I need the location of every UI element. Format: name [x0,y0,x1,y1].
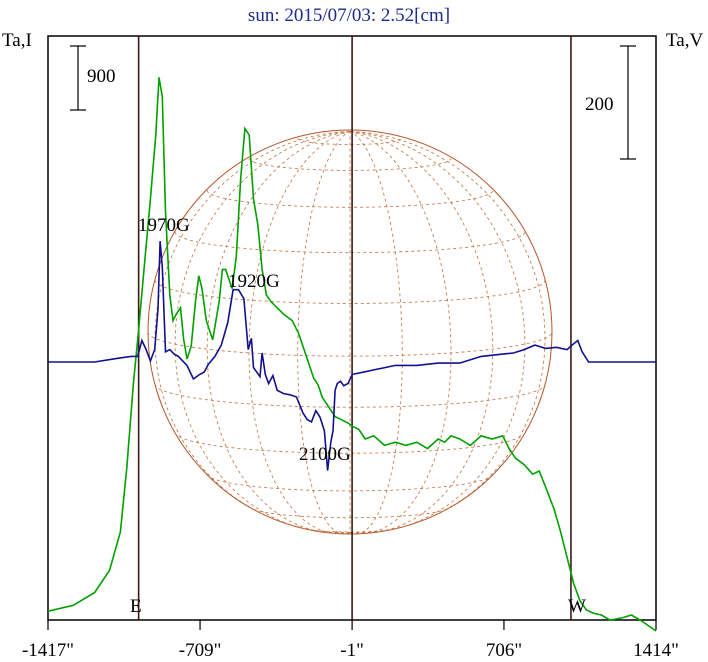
parallel-line [174,432,526,454]
parallel-line [206,473,494,492]
meridian-line [349,131,452,535]
annotation-1920g: 1920G [228,271,280,292]
meridian-line [349,131,526,534]
series-line-polarization [48,241,656,471]
x-tick-label: -709" [179,640,222,661]
scale-bar-label: 200 [585,94,614,115]
parallel-line [154,383,546,408]
scale-bar-intensity: 900 [70,45,116,111]
parallel-line [147,331,553,357]
chart-title: sun: 2015/07/03: 2.52[cm] [248,5,450,26]
parallel-line [248,158,452,171]
vertical-markers [137,36,572,620]
parallel-line [154,280,546,304]
x-tick-label: 1414" [633,640,679,661]
parallel-line [297,525,403,533]
x-tick-label: -1" [340,640,364,661]
limb-label-east: E [130,596,142,617]
x-tick-label: -1417" [22,640,74,661]
meridian-line [349,131,494,534]
scale-bar-polarization: 200 [585,45,636,160]
meridian-line [248,131,351,535]
x-axis-ticks: -1417" -709" -1" 706" 1414" [22,620,679,661]
meridian-line [206,131,351,534]
x-tick-label: 706" [486,640,522,661]
scale-bar-label: 900 [87,66,116,87]
annotation-1970g: 1970G [138,215,190,236]
annotation-2100g: 2100G [299,444,351,465]
parallel-line [248,505,452,519]
solar-disk-grid [147,129,553,535]
meridian-line [174,131,351,534]
parallel-line [206,190,494,208]
parallel-line [297,138,403,145]
parallel-line [174,231,526,254]
limb-label-west: W [568,596,586,617]
solar-disk-gridlines [147,131,553,535]
meridian-line [349,131,403,535]
meridian-line [349,131,546,534]
y-left-axis-label: Ta,I [2,30,32,51]
y-right-axis-label: Ta,V [666,30,703,51]
series-line-intensity [47,77,657,632]
meridian-line [297,131,351,535]
